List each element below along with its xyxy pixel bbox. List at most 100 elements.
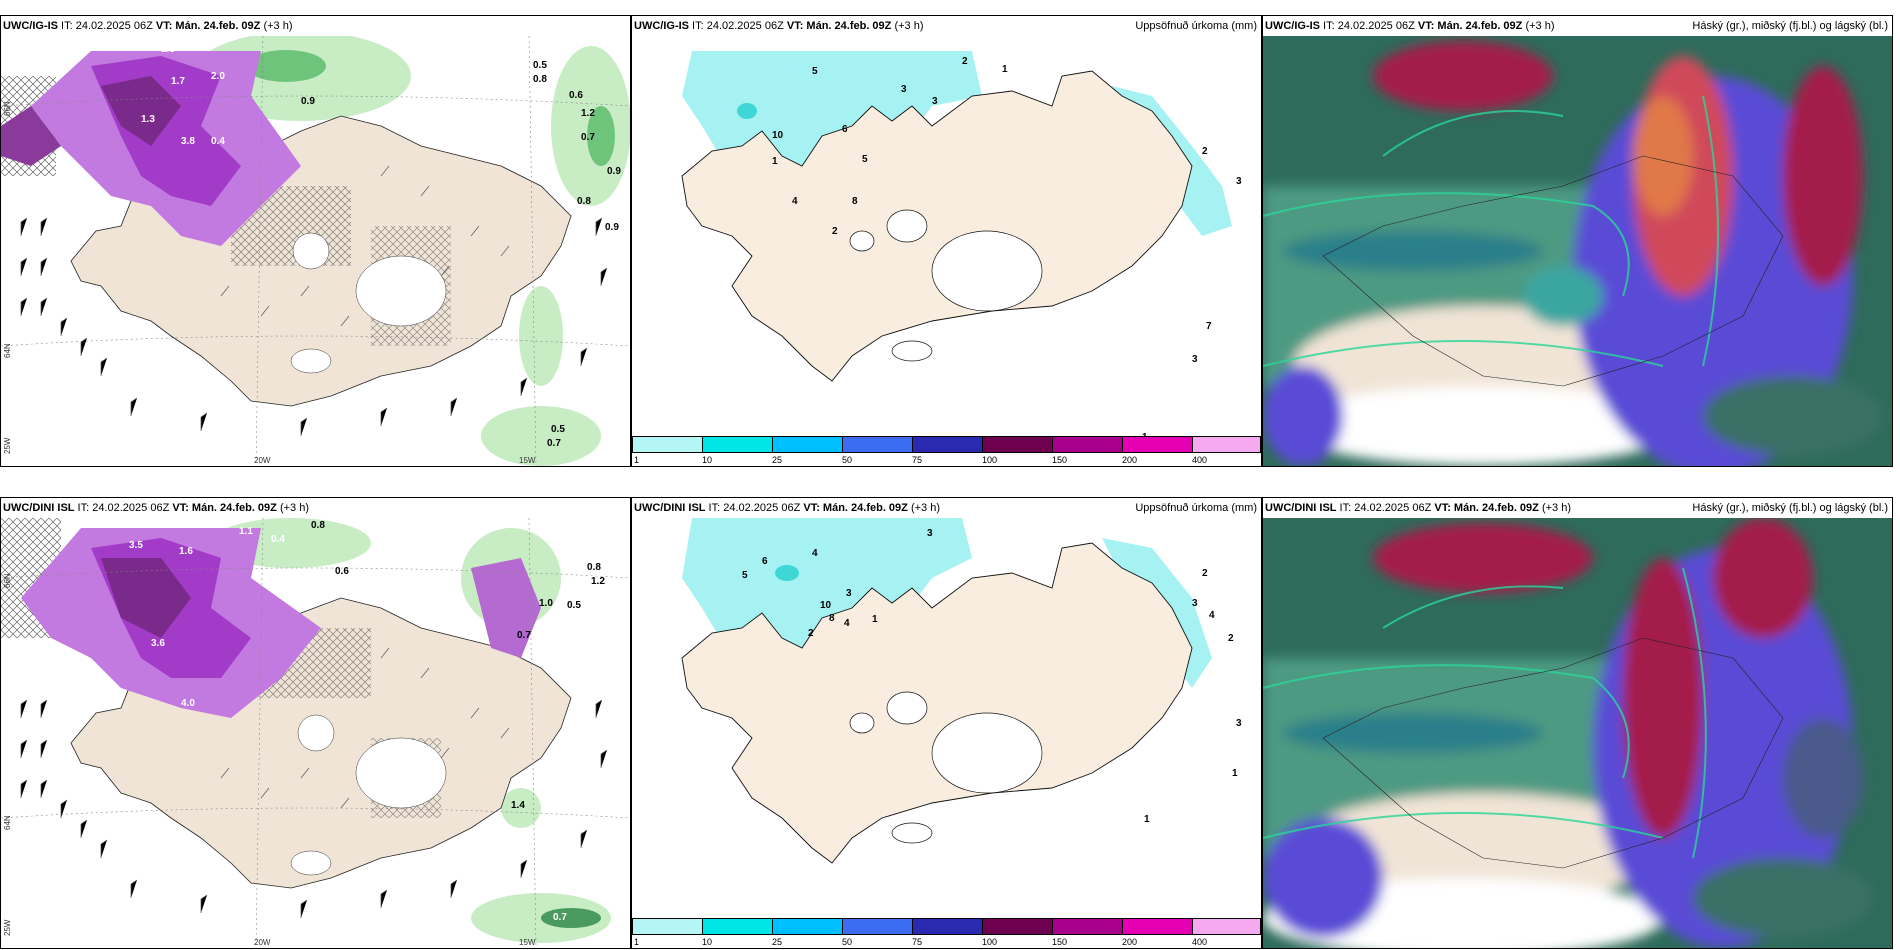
- precip-value: 2: [1202, 146, 1208, 157]
- precip-value: 10: [820, 600, 832, 611]
- colorbar-tick: 400: [1192, 455, 1208, 465]
- precip-value: 1: [1144, 814, 1150, 825]
- precip-value: 3: [1236, 176, 1242, 187]
- precip-value: 0.9: [301, 96, 315, 107]
- colorbar-tick: 200: [1122, 937, 1138, 947]
- colorbar-cell: [1052, 918, 1122, 935]
- precip-value: 2: [808, 628, 814, 639]
- panel-clouds-igis: UWC/IG-IS IT: 24.02.2025 06Z VT: Mán. 24…: [1262, 15, 1893, 467]
- precip-value: 4: [792, 196, 798, 207]
- colorbar-cell: [1122, 918, 1192, 935]
- colorbar-tick: 200: [1122, 455, 1138, 465]
- precip-value: 0.9: [607, 166, 621, 177]
- precip-colorbar: 1 10 25 50 75 100 150 200 400: [632, 436, 1261, 466]
- panel-subtitle: Háský (gr.), miðský (fj.bl.) og lágský (…: [1692, 502, 1888, 514]
- colorbar-tick: 10: [702, 937, 713, 947]
- colorbar-cell: [702, 436, 772, 453]
- colorbar-cell: [912, 918, 982, 935]
- precip-value: 4: [812, 548, 818, 559]
- lat-label: 64N: [3, 815, 12, 830]
- precip-value: 1.2: [591, 576, 605, 587]
- colorbar-tick: 100: [982, 937, 998, 947]
- precip-value: 10: [772, 130, 784, 141]
- precip-colorbar: 1 10 25 50 75 100 150 200 400: [632, 918, 1261, 948]
- panel-title: UWC/IG-IS IT: 24.02.2025 06Z VT: Mán. 24…: [1265, 20, 1555, 32]
- precip-value: 0.7: [553, 912, 567, 923]
- precip-value: 3: [1192, 354, 1198, 365]
- panel-title: UWC/DINI ISL IT: 24.02.2025 06Z VT: Mán.…: [3, 502, 309, 514]
- lon-label: 15W: [519, 456, 536, 465]
- lat-label: 64N: [3, 343, 12, 358]
- precip-value: 3: [901, 84, 907, 95]
- colorbar-tick: 150: [1052, 937, 1068, 947]
- colorbar-cell: [1192, 918, 1261, 935]
- precip-value: 0.5: [567, 600, 581, 611]
- precip-value: 3: [1236, 718, 1242, 729]
- precip-value: 6: [842, 124, 848, 135]
- precip-value: 4.0: [181, 698, 195, 709]
- panel-title: UWC/DINI ISL IT: 24.02.2025 06Z VT: Mán.…: [634, 502, 940, 514]
- lon-label: 25W: [3, 437, 12, 454]
- precip-value: 3: [1192, 598, 1198, 609]
- colorbar-tick: 1: [634, 937, 640, 947]
- panel-precip-dini: UWC/DINI ISL IT: 24.02.2025 06Z VT: Mán.…: [631, 497, 1262, 949]
- precip-value: 0.8: [577, 196, 591, 207]
- precip-value: 0.3: [46, 42, 60, 53]
- colorbar-cell: [842, 436, 912, 453]
- colorbar-cell: [982, 918, 1052, 935]
- map-clouds: [1263, 36, 1892, 466]
- colorbar-tick: 400: [1192, 937, 1208, 947]
- precip-value: 0.4: [211, 136, 225, 147]
- precip-value: 0.7: [547, 438, 561, 449]
- map-precip: 5 3 2 1 10 8 6 4 5 3 2 1 2 3 7 3 1: [632, 36, 1261, 436]
- precip-value: 8: [852, 196, 858, 207]
- precip-value: 6: [762, 556, 768, 567]
- precip-value: 0.8: [311, 520, 325, 531]
- colorbar-tick: 1: [634, 455, 640, 465]
- precip-value: 1: [772, 156, 778, 167]
- colorbar-cell: [1192, 436, 1261, 453]
- precip-value: 0.8: [587, 562, 601, 573]
- map-clouds: [1263, 518, 1892, 948]
- precip-value: 1.0: [539, 598, 553, 609]
- precip-value: 2.0: [211, 71, 225, 82]
- panel-precip-igis: UWC/IG-IS IT: 24.02.2025 06Z VT: Mán. 24…: [631, 15, 1262, 467]
- colorbar-cell: [772, 918, 842, 935]
- wind-barbs: [20, 647, 608, 918]
- precip-value: 0.8: [533, 74, 547, 85]
- precip-value: 8: [829, 613, 835, 624]
- precip-value: 5: [862, 154, 868, 165]
- precip-value: 7: [1206, 321, 1212, 332]
- precip-value: 5: [812, 66, 818, 77]
- precip-value: 4: [844, 618, 850, 629]
- precip-purple-area: [21, 528, 541, 718]
- panel-title: UWC/IG-IS IT: 24.02.2025 06Z VT: Mán. 24…: [634, 20, 924, 32]
- precip-value: 1: [1142, 432, 1148, 436]
- colorbar-tick: 100: [982, 455, 998, 465]
- map-wind: 0.3 1.5 1.7 2.0 1.3 0.9 0.5 0.8 0.6 1.2 …: [1, 36, 630, 466]
- colorbar-tick: 150: [1052, 455, 1068, 465]
- precip-value: 0.6: [335, 566, 349, 577]
- precip-value: 0.7: [581, 132, 595, 143]
- colorbar-tick: 25: [772, 455, 783, 465]
- precip-value: 1.5: [161, 44, 175, 55]
- colorbar-cell: [982, 436, 1052, 453]
- wind-barbs: [20, 165, 608, 436]
- precip-value: 3: [932, 96, 938, 107]
- precip-value: 0.4: [271, 534, 285, 545]
- lon-label: 25W: [3, 919, 12, 936]
- lat-label: 66N: [3, 101, 12, 116]
- precip-value: 0.5: [533, 60, 547, 71]
- colorbar-tick: 10: [702, 455, 713, 465]
- precip-value: 5: [742, 570, 748, 581]
- precip-value: 3.6: [151, 638, 165, 649]
- panel-title: UWC/IG-IS IT: 24.02.2025 06Z VT: Mán. 24…: [3, 20, 293, 32]
- precip-value: 3: [846, 588, 852, 599]
- colorbar-cell: [912, 436, 982, 453]
- lon-label: 20W: [254, 456, 271, 465]
- panel-subtitle: Háský (gr.), miðský (fj.bl.) og lágský (…: [1692, 20, 1888, 32]
- precip-value: 0.9: [605, 222, 619, 233]
- map-precip: 3 4 6 5 10 8 4 3 2 1 2 3 4 2 3 1 1: [632, 518, 1261, 918]
- panel-subtitle: Uppsöfnuð úrkoma (mm): [1135, 502, 1257, 514]
- precip-value: 3.5: [129, 540, 143, 551]
